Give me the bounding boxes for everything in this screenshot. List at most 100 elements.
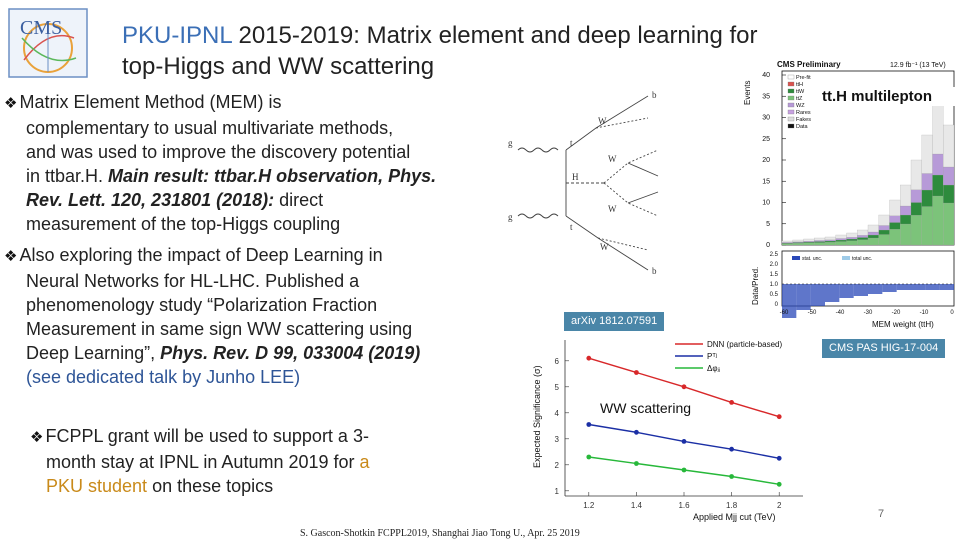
tth-bar-segment: [846, 240, 858, 246]
tth-xlabel: MEM weight (ttH): [872, 320, 934, 329]
tth-bar-segment: [878, 234, 890, 246]
tth-bar-segment: [878, 225, 890, 231]
tth-bar-segment: [867, 234, 879, 239]
tth-x-tick: -30: [864, 310, 873, 316]
tth-bar-segment: [867, 231, 879, 236]
tth-bar-segment: [792, 239, 804, 242]
tth-ratio-tick: 2.0: [770, 262, 779, 268]
tth-bar-segment: [846, 237, 858, 240]
tth-y-tick: 15: [762, 178, 770, 185]
tth-legend-entry: WZ: [796, 103, 805, 109]
tth-ratio-legend-entry: total unc.: [852, 256, 872, 262]
fcppl-line3a: PKU student: [46, 476, 148, 496]
title-org: PKU-IPNL: [122, 22, 232, 49]
logo-text: CMS: [20, 17, 62, 39]
tth-y-tick: 5: [766, 221, 770, 228]
tth-bar-segment: [792, 243, 804, 246]
tth-ratio-tick: 1.5: [770, 272, 779, 278]
tth-bar-segment: [910, 215, 922, 246]
tth-bar-segment: [910, 189, 922, 203]
arxiv-tag: arXiv 1812.07591: [564, 312, 665, 331]
svg-text:b: b: [652, 266, 657, 276]
tth-ratio-tick: 2.5: [770, 252, 779, 258]
tth-y-tick: 20: [762, 157, 770, 164]
tth-bar-segment: [921, 173, 933, 191]
tth-bar-segment: [932, 195, 944, 246]
tth-bar-segment: [792, 242, 804, 244]
ww-data-point: [729, 400, 734, 405]
tth-x-tick: -10: [920, 310, 929, 316]
ww-data-point: [634, 429, 639, 435]
tth-bar-segment: [814, 240, 826, 242]
tth-bar-segment: [857, 235, 869, 238]
svg-text:g: g: [508, 212, 513, 222]
page-number: 7: [878, 508, 885, 520]
tth-ratio-band: [939, 284, 954, 290]
tth-bar-segment: [857, 229, 869, 236]
bullet-marker-icon: ❖: [30, 429, 44, 446]
tth-plot-label: tt.H multilepton: [818, 87, 956, 106]
tth-x-tick: -40: [836, 310, 845, 316]
svg-text:W: W: [608, 204, 617, 214]
tth-bar-segment: [889, 229, 901, 246]
tth-bar-segment: [846, 232, 858, 238]
tth-bar-segment: [932, 153, 944, 176]
tth-ratio-band: [868, 284, 883, 294]
ww-significance-plot: Expected Significance (σ) 1 2 3 4 5 6 1.2 1.4 1…: [532, 340, 803, 522]
tth-ratio-band: [796, 284, 811, 310]
ww-y-tick: 2: [555, 461, 560, 470]
mem-line1: Matrix Element Method (MEM) is: [19, 92, 282, 112]
ww-data-point: [681, 467, 687, 473]
ww-data-point: [729, 474, 734, 479]
mem-line6: measurement of the top-Higgs coupling: [26, 214, 341, 234]
svg-text:W: W: [600, 242, 609, 252]
ww-data-point: [586, 355, 592, 361]
tth-bar-segment: [814, 237, 826, 241]
tth-bar-segment: [921, 206, 933, 246]
ww-ylabel: Expected Significance (σ): [532, 365, 542, 468]
tth-legend-swatch: [787, 88, 795, 94]
tth-bar-segment: [835, 238, 847, 241]
tth-bar-segment: [835, 241, 847, 246]
tth-bar-segment: [943, 184, 955, 204]
ww-xlabel: Applied Mjj cut (TeV): [693, 512, 776, 522]
ww-x-tick: 1.4: [631, 501, 643, 510]
tth-bar-segment: [857, 239, 869, 246]
tth-bar-segment: [943, 124, 955, 168]
tth-bar-segment: [803, 242, 815, 246]
tth-bar-segment: [878, 214, 890, 226]
tth-bar-segment: [889, 215, 901, 223]
tth-legend-swatch: [787, 109, 795, 115]
tth-bar-segment: [824, 239, 836, 242]
tth-bar-segment: [814, 242, 826, 246]
tth-bar-segment: [803, 241, 815, 243]
tth-bar-segment: [857, 237, 869, 240]
tth-bar-segment: [932, 104, 944, 155]
mem-line4b: Main result: ttbar.H observation, Phys.: [108, 166, 437, 186]
ww-data-point: [776, 455, 782, 461]
ww-legend-entry: Δφⱼⱼ: [707, 364, 720, 373]
ww-x-tick: 1.8: [726, 501, 738, 510]
dl-line5b: Phys. Rev. D 99, 033004 (2019): [160, 343, 421, 363]
tth-bar-segment: [900, 205, 912, 216]
ww-y-tick: 5: [555, 383, 560, 392]
svg-text:g: g: [508, 138, 513, 148]
tth-ratio-tick: 1.0: [770, 282, 779, 288]
tth-legend-swatch: [787, 123, 795, 129]
cms-logo: CMS: [8, 8, 88, 78]
ww-data-point: [681, 439, 687, 444]
tth-ratio-band: [825, 284, 840, 302]
dl-line1: Also exploring the impact of Deep Learni…: [19, 245, 383, 265]
ww-y-tick: 4: [555, 409, 560, 418]
svg-text:t: t: [570, 138, 573, 148]
footer: S. Gascon-Shotkin FCPPL2019, Shanghai Ji…: [300, 528, 580, 539]
ww-y-tick: 3: [555, 435, 560, 444]
tth-ratio-band: [925, 284, 940, 290]
ww-data-point: [586, 422, 592, 427]
tth-ratio-band: [782, 284, 797, 318]
dl-line5a: Deep Learning”,: [26, 343, 161, 363]
tth-legend-swatch: [787, 74, 795, 80]
ww-y-tick: 1: [555, 487, 560, 496]
tth-bar-segment: [910, 159, 922, 190]
tth-bar-segment: [803, 238, 815, 242]
